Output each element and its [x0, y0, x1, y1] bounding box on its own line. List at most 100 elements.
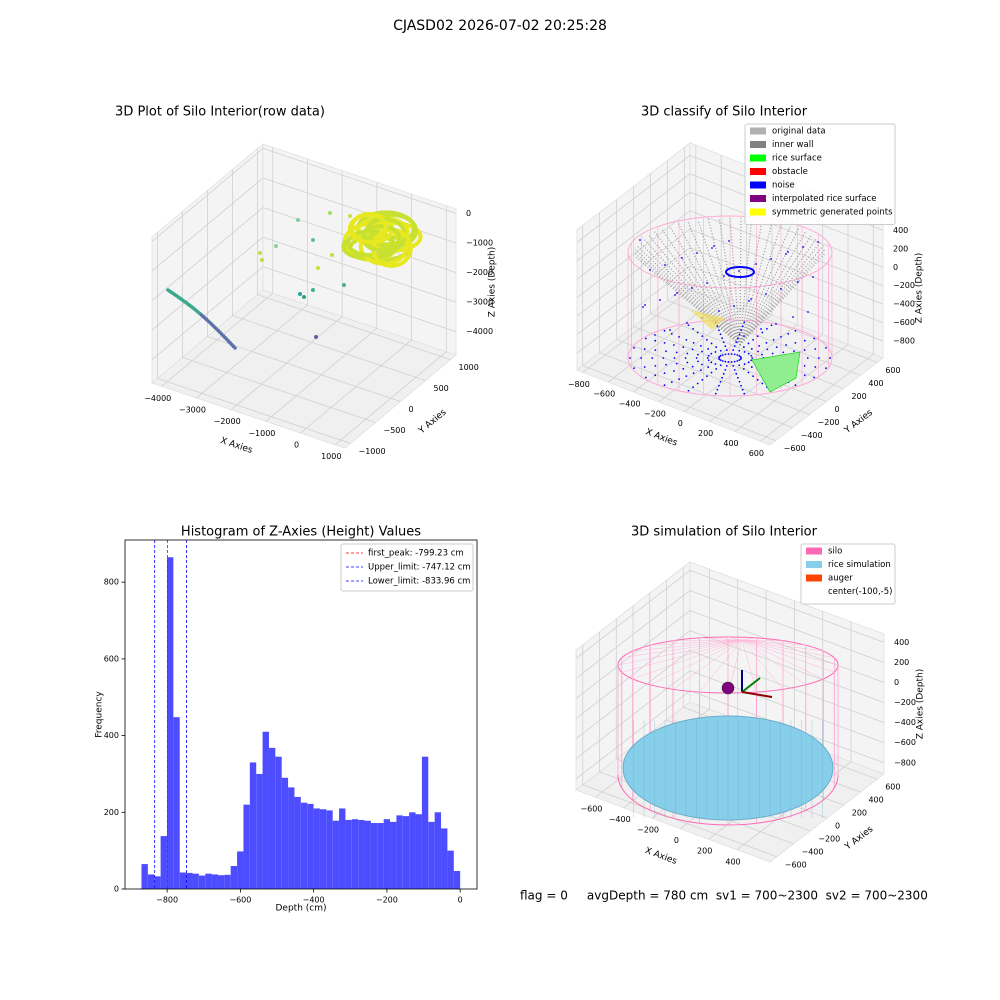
z-tick-label: −200 — [894, 698, 916, 707]
noise-points — [750, 366, 753, 368]
y-tick-label: −400 — [801, 431, 823, 440]
noise-points — [719, 380, 722, 383]
noise-points — [665, 363, 667, 366]
histogram-bar — [453, 870, 461, 889]
silo-roof — [621, 639, 743, 673]
x-tick-label: −400 — [609, 815, 631, 824]
histogram-bar — [358, 819, 365, 889]
symmetric-points — [690, 310, 725, 330]
noise-points — [691, 365, 694, 368]
noise-points — [669, 329, 671, 331]
noise-points — [814, 366, 817, 368]
noise-points — [829, 357, 831, 359]
noise-points — [663, 329, 666, 332]
silo-roof — [741, 639, 806, 686]
noise-points — [775, 346, 778, 349]
noise-points — [725, 349, 728, 351]
y-tick-label: 200 — [851, 392, 866, 401]
noise-points — [707, 366, 710, 368]
histogram-bar — [268, 747, 276, 889]
y-tick-label: 500 — [434, 384, 449, 393]
noise-points — [692, 372, 695, 375]
grid-line — [151, 236, 264, 331]
noise-points — [803, 364, 806, 367]
noise-points — [758, 345, 761, 347]
legend-label: Upper_limit: -747.12 cm — [368, 563, 471, 573]
z-tick-label: −3000 — [466, 298, 493, 307]
noise-points — [757, 350, 759, 353]
histogram-bar — [319, 809, 327, 889]
noise-points — [701, 378, 704, 381]
noise-points — [739, 358, 742, 361]
noise-points — [686, 322, 688, 324]
noise-points — [724, 345, 727, 348]
x-tick-label: 600 — [749, 449, 764, 458]
histogram-bar — [428, 821, 435, 889]
wall-points — [739, 219, 763, 346]
noise-points — [676, 292, 678, 294]
noise-points — [719, 364, 722, 367]
noise-points — [721, 354, 724, 356]
y-tick-label: 0 — [409, 405, 414, 414]
z-tick-label: −400 — [894, 718, 916, 727]
noise-points — [732, 349, 735, 351]
histogram-bar — [294, 796, 301, 889]
noise-points — [807, 311, 809, 313]
point-cloud — [296, 218, 300, 222]
y-tick-label: 0 — [835, 405, 840, 414]
noise-points — [765, 341, 768, 344]
noise-points — [738, 380, 741, 383]
noise-points — [681, 257, 683, 259]
histogram-bar — [211, 874, 218, 889]
noise-points — [673, 357, 676, 359]
noise-points — [761, 331, 764, 334]
noise-points — [748, 300, 750, 302]
noise-points — [750, 348, 753, 350]
histogram-bar — [275, 756, 282, 889]
legend-box — [340, 543, 474, 592]
x-tick-label: 200 — [698, 429, 713, 438]
figure-title: CJASD02 2026-07-02 20:25:28 — [393, 18, 607, 34]
grid-line — [599, 352, 793, 428]
noise-points — [716, 325, 719, 328]
x-tick-label: −600 — [593, 390, 615, 399]
legend-swatch — [806, 574, 822, 582]
grid-line — [650, 313, 844, 389]
histogram-bar — [217, 875, 225, 889]
y-tick-label: −400 — [802, 847, 824, 856]
rice-surface — [751, 351, 801, 393]
noise-points — [751, 357, 754, 359]
noise-points — [787, 332, 790, 335]
z-tick-label: −600 — [893, 318, 915, 327]
noise-points — [735, 341, 738, 344]
wall-points — [707, 218, 741, 346]
noise-points — [644, 376, 647, 379]
z-tick-label: −1000 — [466, 238, 493, 247]
histogram-bar — [339, 808, 346, 889]
legend-label: rice simulation — [828, 560, 891, 570]
grid-line — [689, 265, 884, 342]
histogram-bar — [313, 808, 320, 889]
legend-swatch — [750, 168, 766, 175]
wall-points — [739, 234, 813, 346]
chart-title: Histogram of Z-Axies (Height) Values — [181, 525, 421, 540]
noise-points — [732, 365, 735, 367]
silo-roof — [672, 639, 743, 642]
noise-points — [715, 368, 718, 370]
wall-points — [739, 231, 807, 346]
point-cloud — [311, 238, 315, 242]
point-cloud — [330, 253, 334, 257]
point-cloud — [361, 224, 402, 253]
histogram-bar — [262, 731, 269, 889]
noise-points — [738, 364, 741, 367]
wall-points — [718, 218, 741, 346]
noise-points — [706, 338, 708, 341]
noise-points — [782, 351, 785, 354]
z-tick-label: −200 — [893, 281, 915, 290]
noise-points — [629, 357, 631, 359]
noise-points — [721, 376, 723, 379]
noise-points — [674, 294, 676, 296]
grid-line — [576, 247, 691, 336]
z-tick-label: 200 — [893, 244, 908, 253]
noise-points — [665, 350, 667, 353]
